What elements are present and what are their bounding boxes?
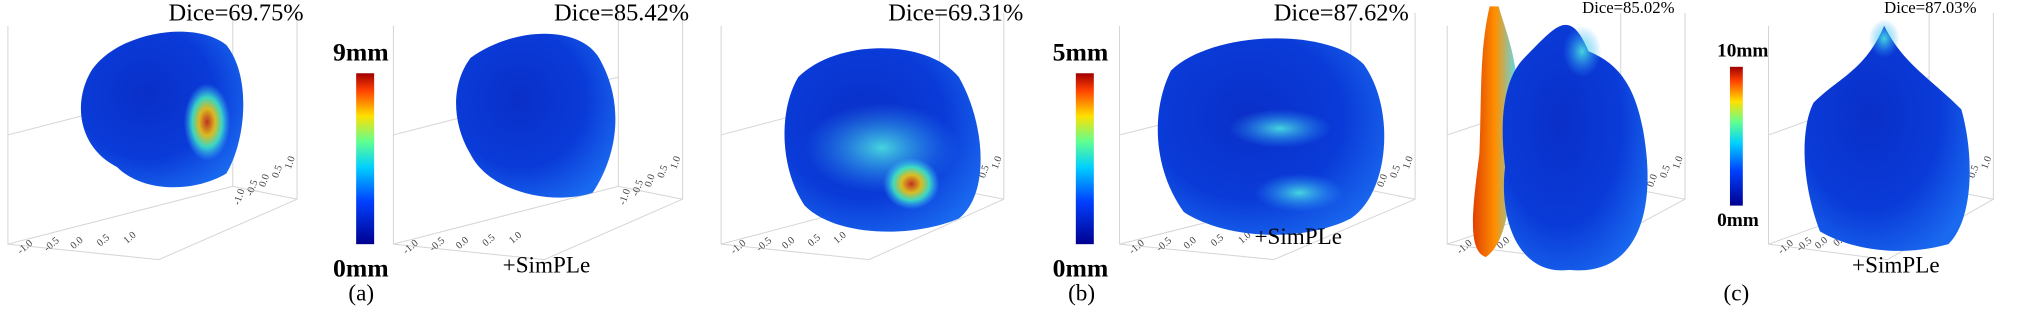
dice-score: Dice=85.02% (1582, 0, 1674, 17)
colorbar-min: 0mm (1717, 210, 1759, 231)
axis-tick-label: -0.5 (428, 235, 448, 254)
axis-tick-label: -1.0 (232, 188, 248, 207)
panel: -1.0-1.0-0.5-0.50.00.00.50.51.01.0Dice=8… (1446, 0, 1686, 271)
axis-tick-label: 0.5 (481, 232, 498, 249)
axis-tick-label: -1.0 (401, 238, 421, 257)
error-hotspot (183, 83, 231, 161)
axis-tick-label: 1.0 (990, 155, 1005, 171)
axis-tick-label: 0.0 (1182, 235, 1199, 252)
axis-tick-label: 0.5 (656, 164, 671, 180)
panel: -1.0-1.0-0.5-0.50.00.00.50.51.01.0Dice=8… (1767, 0, 1994, 278)
axis-tick-label: 0.5 (95, 232, 112, 249)
axis-tick-label: -0.5 (245, 179, 261, 198)
axis-tick-label: -0.5 (630, 179, 646, 198)
axis-tick-label: 0.5 (1388, 164, 1403, 180)
colorbar (356, 73, 375, 245)
subfigure-label: (a) (348, 281, 374, 307)
axis-tick-label: -0.5 (1795, 235, 1815, 254)
axis-tick-label: 1.0 (669, 155, 684, 171)
axis-tick-label: -1.0 (1127, 238, 1147, 257)
axis-tick-label: 0.5 (977, 164, 992, 180)
axis-tick-label: 0.5 (1658, 164, 1673, 180)
method-label: +SimPLe (1852, 252, 1940, 278)
colorbar-max: 10mm (1717, 41, 1768, 62)
shape-render (1502, 24, 1648, 271)
axis-tick-label: 0.0 (1375, 173, 1390, 189)
colorbar-min: 0mm (1053, 253, 1109, 282)
axis-tick-label: 0.0 (69, 235, 86, 252)
error-hotspot (1254, 173, 1345, 213)
axis-tick-label: 1.0 (832, 230, 849, 247)
dice-score: Dice=69.31% (888, 0, 1023, 27)
axis-tick-label: 0.0 (780, 235, 797, 252)
error-hotspot (1228, 109, 1332, 148)
panel: -1.0-1.0-0.5-0.50.00.00.50.51.01.0Dice=6… (7, 0, 304, 261)
subfigure-label: (c) (1724, 281, 1750, 307)
colorbar (1729, 66, 1743, 206)
axis-box (392, 12, 684, 261)
dice-score: Dice=85.42% (554, 0, 689, 27)
axis-tick-label: 0.5 (806, 232, 823, 249)
dice-score: Dice=87.62% (1274, 0, 1409, 27)
axis-tick-label: 0.5 (270, 164, 285, 180)
axis-tick-label: 1.0 (1401, 155, 1416, 171)
subfigure-label: (b) (1068, 281, 1095, 307)
axis-tick-label: 0.0 (1645, 173, 1660, 189)
shape-render (1804, 25, 1970, 251)
method-label: +SimPLe (503, 252, 591, 278)
axis-box (7, 12, 298, 261)
axis-tick-label: -1.0 (617, 188, 633, 207)
axis-tick-label: 1.0 (507, 230, 524, 247)
error-hotspot (1868, 19, 1900, 58)
method-label: +SimPLe (1254, 224, 1342, 250)
colorbar-max: 5mm (1053, 37, 1109, 66)
colorbar-min: 0mm (333, 253, 389, 282)
axis-tick-label: 0.0 (454, 235, 471, 252)
axis-tick-label: -1.0 (16, 238, 36, 257)
colorbar (1075, 73, 1094, 245)
panel: -1.0-1.0-0.5-0.50.00.00.50.51.01.0Dice=8… (392, 0, 689, 278)
axis-tick-label: -1.0 (729, 238, 749, 257)
axis-tick-label: 1.0 (283, 155, 298, 171)
dice-score: Dice=87.03% (1884, 0, 1976, 17)
dice-score: Dice=69.75% (169, 0, 304, 27)
panel: -1.0-1.0-0.5-0.50.00.00.50.51.01.0Dice=8… (1119, 0, 1416, 261)
axis-tick-label: 1.0 (1979, 155, 1994, 171)
axis-tick-label: 0.0 (257, 173, 272, 189)
axis-tick-label: 0.0 (643, 173, 658, 189)
error-hotspot (883, 158, 940, 210)
shape-render (456, 33, 616, 198)
panel: -1.0-1.0-0.5-0.50.00.00.50.51.01.0Dice=6… (720, 0, 1023, 261)
error-hotspot (1562, 25, 1602, 78)
axis-tick-label: -0.5 (42, 235, 62, 254)
axis-tick-label: -0.5 (1155, 235, 1175, 254)
axis-tick-label: 1.0 (1671, 155, 1686, 171)
colorbar-max: 9mm (333, 37, 389, 66)
axis-tick-label: -0.5 (755, 235, 775, 254)
axis-tick-label: 0.5 (1967, 164, 1982, 180)
axis-tick-label: 0.5 (1209, 232, 1226, 249)
axis-tick-label: 1.0 (122, 230, 139, 247)
axis-tick-label: 0.0 (1813, 235, 1830, 252)
